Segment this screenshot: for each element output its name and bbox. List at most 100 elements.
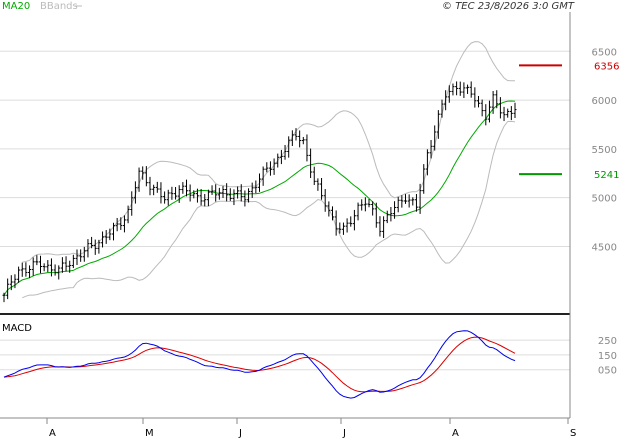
price-bar xyxy=(265,162,269,173)
price-bar xyxy=(159,182,163,204)
price-ytick-label: 6500 xyxy=(592,47,617,58)
price-bar xyxy=(422,164,426,194)
price-bar xyxy=(352,209,356,231)
price-bar xyxy=(345,218,349,233)
price-bar xyxy=(451,83,455,96)
price-bar xyxy=(473,87,477,108)
price-bar xyxy=(144,166,148,187)
price-bar xyxy=(239,184,243,202)
price-bar xyxy=(163,191,167,204)
price-bar xyxy=(301,136,305,145)
macd-title: MACD xyxy=(2,323,32,334)
price-bar xyxy=(174,186,178,200)
price-ytick-label: 6000 xyxy=(592,96,617,107)
price-bar xyxy=(155,181,159,193)
price-bar xyxy=(393,201,397,219)
price-bar xyxy=(447,85,451,103)
price-bar xyxy=(250,182,254,198)
price-bar xyxy=(487,100,491,123)
price-bar xyxy=(53,264,57,276)
price-bar xyxy=(367,198,371,208)
price-bar xyxy=(243,190,247,207)
price-bar xyxy=(130,191,134,216)
copyright-text: © TEC 23/8/2026 3:0 GMT xyxy=(442,1,575,12)
price-bar xyxy=(247,188,251,203)
price-bar xyxy=(283,144,287,160)
price-bar xyxy=(108,228,112,241)
price-bar xyxy=(495,90,499,109)
price-bar xyxy=(254,180,258,194)
price-bar xyxy=(90,236,94,249)
price-bar xyxy=(79,249,83,262)
price-bar xyxy=(425,149,429,176)
price-bar xyxy=(491,90,495,114)
price-bar xyxy=(181,182,185,194)
price-bar xyxy=(42,263,46,272)
price-bar xyxy=(349,216,353,227)
price-bar xyxy=(418,183,422,214)
price-bar xyxy=(433,125,437,151)
price-bar xyxy=(334,210,338,236)
price-ytick-label: 5000 xyxy=(592,194,617,205)
price-bar xyxy=(338,222,342,234)
price-bar xyxy=(458,81,462,96)
price-bar xyxy=(382,216,386,239)
price-bar xyxy=(279,149,283,165)
price-bar xyxy=(137,167,141,192)
month-label: J xyxy=(342,428,346,439)
macd-ytick-label: 050 xyxy=(598,366,617,377)
price-bar xyxy=(404,194,407,204)
bband-lower xyxy=(22,120,516,299)
price-bar xyxy=(104,230,108,244)
price-bar xyxy=(206,189,210,207)
price-bar xyxy=(31,257,35,276)
price-bar xyxy=(385,210,389,224)
price-bar xyxy=(195,188,199,203)
macd-yticks: 250 150 050 xyxy=(598,336,617,377)
price-bar xyxy=(294,128,298,141)
price-bar xyxy=(444,90,448,111)
price-bar xyxy=(199,189,203,206)
price-bar xyxy=(360,199,364,211)
price-bar xyxy=(152,184,156,196)
price-bar xyxy=(276,153,280,168)
price-bar xyxy=(20,262,24,277)
price-bar xyxy=(203,193,207,207)
price-bar xyxy=(122,215,126,233)
price-bar xyxy=(13,274,17,289)
price-bar xyxy=(64,256,68,272)
price-bar xyxy=(513,102,517,119)
ma20-line xyxy=(3,100,516,296)
price-bar xyxy=(331,206,334,221)
price-bar xyxy=(378,216,382,237)
price-bar xyxy=(82,246,86,262)
price-bar xyxy=(429,140,433,159)
price-bar xyxy=(477,96,480,108)
price-ytick-label: 4500 xyxy=(592,242,617,253)
price-bar xyxy=(39,255,42,274)
price-bar xyxy=(436,110,440,139)
price-bar xyxy=(60,257,64,273)
macd-lines xyxy=(3,330,516,399)
price-bar xyxy=(188,184,192,202)
price-bar xyxy=(93,239,97,255)
price-bar xyxy=(6,278,10,300)
price-bar xyxy=(455,81,459,96)
price-bar xyxy=(214,184,218,202)
bollinger-bands xyxy=(22,41,516,299)
price-bar xyxy=(185,179,188,197)
price-bar xyxy=(414,194,418,212)
price-bar xyxy=(217,187,221,200)
price-bar xyxy=(236,186,240,199)
bband-upper xyxy=(22,41,515,263)
price-bar xyxy=(141,166,145,180)
price-bar xyxy=(28,265,32,279)
macd-gridlines xyxy=(0,339,570,371)
price-bar xyxy=(71,254,75,269)
price-bar xyxy=(484,104,488,126)
price-bar xyxy=(389,206,393,222)
price-bar xyxy=(396,196,400,213)
price-bar xyxy=(290,130,294,146)
